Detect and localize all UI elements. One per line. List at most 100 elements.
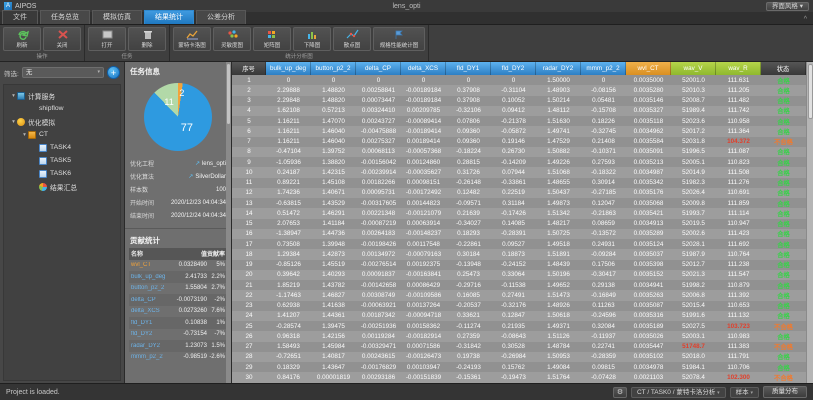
contrib-row[interactable]: bulk_up_deg 2.41733 2.2% <box>129 271 227 283</box>
table-row[interactable]: 23 0.62938 1.41638 -0.00063921 0.00137264 -0.… <box>232 300 806 311</box>
tab-tolerance[interactable]: 公差分析 <box>196 10 246 24</box>
table-row[interactable]: 3 2.29848 1.48820 0.00073447 -0.00189184 0.37… <box>232 95 806 106</box>
close-button[interactable]: 关闭 <box>43 27 81 51</box>
table-row[interactable]: 10 0.24187 1.42315 -0.00239914 -0.00035627 0.… <box>232 167 806 178</box>
table-row[interactable]: 2 2.29888 1.48820 0.00258841 -0.00189184 0.37… <box>232 85 806 96</box>
table-row[interactable]: 9 -1.05936 1.38820 -0.00156042 0.00124860 0.2… <box>232 157 806 168</box>
tree-item-shipflow[interactable]: shipflow <box>6 102 118 115</box>
table-cell: -0.31104 <box>501 86 526 94</box>
ribbon-collapse-icon[interactable]: ^ <box>803 16 807 23</box>
table-scrollbar[interactable] <box>806 62 813 383</box>
table-row[interactable]: 11 0.89221 1.45108 0.00182266 0.00098151 -0.2… <box>232 177 806 188</box>
table-row[interactable]: 18 1.29384 1.42873 0.00134972 -0.00079163 0.3… <box>232 249 806 260</box>
tree-item-计算服务[interactable]: ▾ 计算服务 <box>6 89 118 102</box>
table-row[interactable]: 4 1.62108 0.57213 0.00324410 0.00209785 -0.32… <box>232 105 806 116</box>
table-row[interactable]: 25 -0.28574 1.39475 -0.00251936 0.00158362 -0… <box>232 321 806 332</box>
contrib-row[interactable]: fld_DY2 -0.73154 -7% <box>129 329 227 341</box>
column-header-序号[interactable]: 序号 <box>232 62 266 75</box>
gear-icon[interactable]: ⚙ <box>612 386 627 398</box>
line-button[interactable]: 蒙特卡洛图 <box>173 27 211 51</box>
table-row[interactable]: 19 -0.85126 1.45519 -0.00276514 0.00192375 -0… <box>232 259 806 270</box>
scatter-button[interactable]: 灵敏度图 <box>213 27 251 51</box>
flag-button[interactable]: 规格性能统计图 <box>373 27 425 51</box>
column-header-wvl_CT[interactable]: wvl_CT <box>626 62 671 75</box>
expander-icon[interactable]: ▾ <box>23 131 26 138</box>
table-cell: 0.27359 <box>457 332 480 340</box>
column-header-radar_DY2[interactable]: radar_DY2 <box>536 62 581 75</box>
column-header-fld_DY1[interactable]: fld_DY1 <box>446 62 491 75</box>
tab-simulation[interactable]: 模拟仿真 <box>92 10 142 24</box>
column-header-mmm_p2_2[interactable]: mmm_p2_2 <box>581 62 626 75</box>
table-row[interactable]: 22 -1.17463 1.46827 0.00308749 -0.00109586 0.… <box>232 290 806 301</box>
column-header-delta_CP[interactable]: delta_CP <box>356 62 401 75</box>
refresh-button[interactable]: 刷新 <box>3 27 41 51</box>
table-row[interactable]: 21 1.85219 1.43782 -0.00142658 0.00086429 -0.… <box>232 280 806 291</box>
tree-item-CT[interactable]: ▾ CT <box>6 128 118 141</box>
table-cell: 0.00137264 <box>406 302 441 310</box>
field-value[interactable]: ↗ SilverDollar <box>188 174 226 180</box>
heatmap-button[interactable]: 矩阵图 <box>253 27 291 51</box>
quality-distribution-button[interactable]: 质量分布 <box>763 386 807 398</box>
tree-item-优化模拟[interactable]: ▾ 优化模拟 <box>6 115 118 128</box>
contrib-row[interactable]: mmm_p2_2 -0.98519 -2.6% <box>129 352 227 364</box>
expander-icon[interactable]: ▾ <box>12 118 15 125</box>
table-cell: 1.39948 <box>322 240 345 248</box>
tree-item-TASK6[interactable]: TASK6 <box>6 167 118 180</box>
tab-result-statistics[interactable]: 结果统计 <box>144 10 194 24</box>
table-row[interactable]: 29 0.18329 1.43647 -0.00176829 0.00103947 -0.… <box>232 362 806 373</box>
table-row[interactable]: 5 1.16211 1.47070 0.00243727 -0.00089414 0.07… <box>232 116 806 127</box>
column-header-wav_R[interactable]: wav_R <box>716 62 761 75</box>
table-row[interactable]: 27 1.58493 1.45984 -0.00329471 0.00071586 -0.… <box>232 341 806 352</box>
table-row[interactable]: 14 0.51472 1.46291 0.00221348 -0.00121079 0.2… <box>232 208 806 219</box>
info-panel-scrollbar[interactable] <box>226 62 231 383</box>
tree-item-TASK5[interactable]: TASK5 <box>6 154 118 167</box>
table-row[interactable]: 20 0.39642 1.40293 0.00091837 -0.00163841 0.2… <box>232 269 806 280</box>
points-button[interactable]: 散点图 <box>333 27 371 51</box>
table-row[interactable]: 17 0.73508 1.39948 -0.00198426 0.00117548 -0.… <box>232 239 806 250</box>
column-header-fld_DY2[interactable]: fld_DY2 <box>491 62 536 75</box>
table-row[interactable]: 24 1.41207 1.44361 0.00187342 -0.00094718 0.3… <box>232 310 806 321</box>
tree-item-结果汇总[interactable]: 结果汇总 <box>6 180 118 193</box>
contrib-row[interactable]: button_p2_2 1.55804 2.7% <box>129 283 227 295</box>
field-value[interactable]: ↗ lens_opti <box>194 161 226 167</box>
table-row[interactable]: 1 0 0 0 0 0 0 1.50000 0 0.0035000 52001.0 111.631 合格 <box>232 75 806 86</box>
open-button[interactable]: 打开 <box>88 27 126 51</box>
table-row[interactable]: 16 -1.38947 1.44736 0.00264183 -0.00148237 0.… <box>232 228 806 239</box>
tree-item-TASK4[interactable]: TASK4 <box>6 141 118 154</box>
tab-file[interactable]: 文件 <box>2 10 38 24</box>
table-row[interactable]: 8 -0.47104 1.39752 0.00068113 -0.00057368 -0.… <box>232 146 806 157</box>
contrib-row[interactable]: fld_DY1 0.10838 1% <box>129 317 227 329</box>
table-row[interactable]: 30 0.84176 0.00001819 0.00293186 -0.00151839… <box>232 372 806 383</box>
scrollbar-thumb[interactable] <box>807 64 813 119</box>
expander-icon[interactable]: ▾ <box>12 92 15 99</box>
table-row[interactable]: 7 1.16211 1.46040 0.00275327 0.00189414 0.093… <box>232 136 806 147</box>
filter-select[interactable]: 无 ▾ <box>21 67 104 78</box>
table-cell: 111.205 <box>727 86 750 94</box>
contrib-row[interactable]: wvl_CT 0.0328490 5% <box>129 260 227 272</box>
table-cell: 111.114 <box>727 209 750 217</box>
column-header-状态[interactable]: 状态 <box>761 62 806 75</box>
table-row[interactable]: 6 1.16211 1.46040 -0.00475888 -0.00189414 0.0… <box>232 126 806 137</box>
ui-style-button[interactable]: 界面风格 ▾ <box>765 1 809 11</box>
sample-dropdown[interactable]: 样本 ▾ <box>729 386 759 398</box>
table-row[interactable]: 15 2.07653 1.41184 -0.00087219 0.00063914 -0.… <box>232 218 806 229</box>
tab-task-overview[interactable]: 任务总览 <box>40 10 90 24</box>
column-header-wav_V[interactable]: wav_V <box>671 62 716 75</box>
contrib-row[interactable]: radar_DY2 1.23073 1.5% <box>129 340 227 352</box>
table-row[interactable]: 13 -0.63815 1.43529 -0.00317605 0.00144823 -0… <box>232 198 806 209</box>
table-cell: 0.0035421 <box>633 209 664 217</box>
column-header-button_p2_2[interactable]: button_p2_2 <box>311 62 356 75</box>
table-row[interactable]: 12 1.74236 1.40671 0.00095731 -0.00172492 0.1… <box>232 187 806 198</box>
trash-button[interactable]: 删除 <box>128 27 166 51</box>
table-cell: -0.24193 <box>456 363 481 371</box>
bars-button[interactable]: 下降图 <box>293 27 331 51</box>
contrib-row[interactable]: delta_XCS 0.0273260 7.6% <box>129 306 227 318</box>
add-task-button[interactable]: + <box>107 66 120 79</box>
column-header-bulk_up_deg[interactable]: bulk_up_deg <box>266 62 311 75</box>
table-row[interactable]: 26 0.96318 1.42156 0.00119284 -0.00182914 0.2… <box>232 331 806 342</box>
table-row[interactable]: 28 -0.72651 1.40817 0.00243615 -0.00126473 0.… <box>232 351 806 362</box>
result-breadcrumb-dropdown[interactable]: CT / TASK0 / 蒙特卡洛分析 ▾ <box>630 386 726 398</box>
column-header-delta_XCS[interactable]: delta_XCS <box>401 62 446 75</box>
contrib-panel-title: 贡献统计 <box>130 236 160 245</box>
contrib-row[interactable]: delta_CP -0.0073190 -2% <box>129 294 227 306</box>
